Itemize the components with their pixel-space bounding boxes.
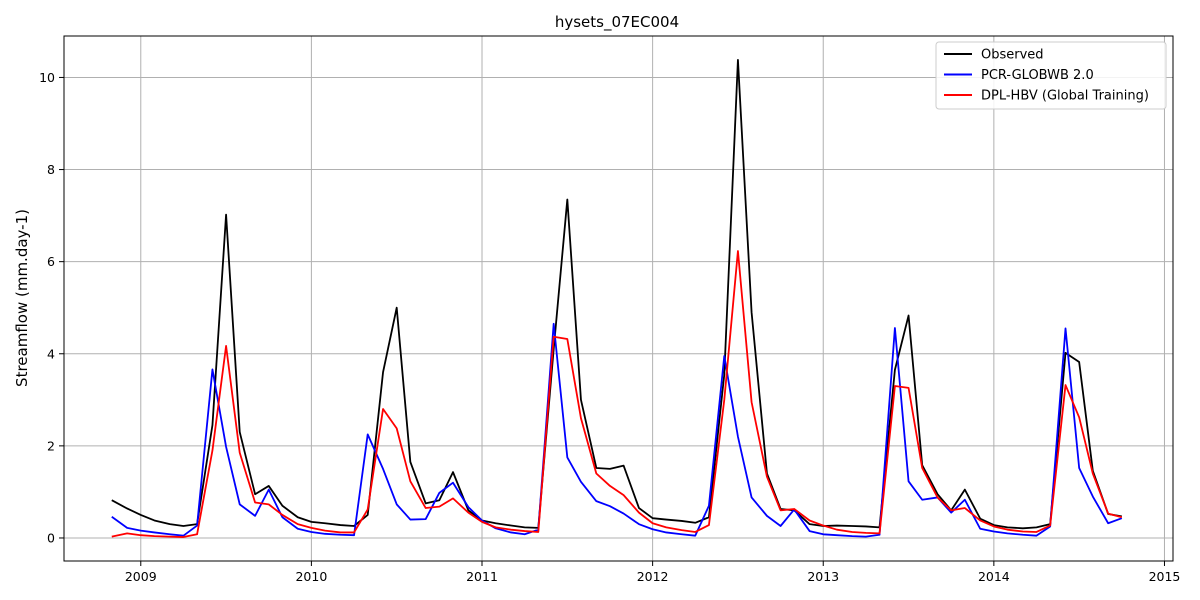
y-tick-label: 4 (47, 346, 55, 361)
grid (64, 36, 1173, 561)
x-tick-label: 2014 (978, 569, 1010, 584)
y-tick-label: 0 (47, 530, 55, 545)
y-axis-label: Streamflow (mm.day-1) (13, 209, 31, 387)
x-tick-label: 2013 (807, 569, 839, 584)
x-tick-label: 2010 (295, 569, 327, 584)
y-tick-label: 2 (47, 438, 55, 453)
legend-label-dpl-hbv-global-training: DPL-HBV (Global Training) (981, 89, 1149, 104)
plot-lines (111, 59, 1123, 538)
series-line-pcr-globwb-2-0 (111, 322, 1123, 538)
x-tick-label: 2009 (125, 569, 157, 584)
y-tick-label: 6 (47, 254, 55, 269)
legend: Observed PCR-GLOBWB 2.0 DPL-HBV (Global Tr… (935, 41, 1167, 110)
x-tick-label: 2012 (637, 569, 669, 584)
series-line-observed (111, 59, 1122, 530)
legend-label-pcr-globwb-2-0: PCR-GLOBWB 2.0 (981, 68, 1094, 83)
legend-label-observed: Observed (981, 48, 1044, 63)
x-tick-label: 2011 (466, 569, 498, 584)
chart-title: hysets_07EC004 (555, 13, 679, 32)
x-axis: 2009 2010 2011 2012 2013 2014 2015 (125, 561, 1181, 584)
plot-frame (63, 35, 1174, 562)
y-axis: 0 2 4 6 8 10 (39, 70, 64, 545)
y-tick-label: 10 (39, 70, 55, 85)
legend-box (935, 41, 1167, 110)
x-tick-label: 2015 (1149, 569, 1181, 584)
series-line-dpl-hbv-global-training (111, 250, 1123, 538)
y-tick-label: 8 (47, 162, 55, 177)
